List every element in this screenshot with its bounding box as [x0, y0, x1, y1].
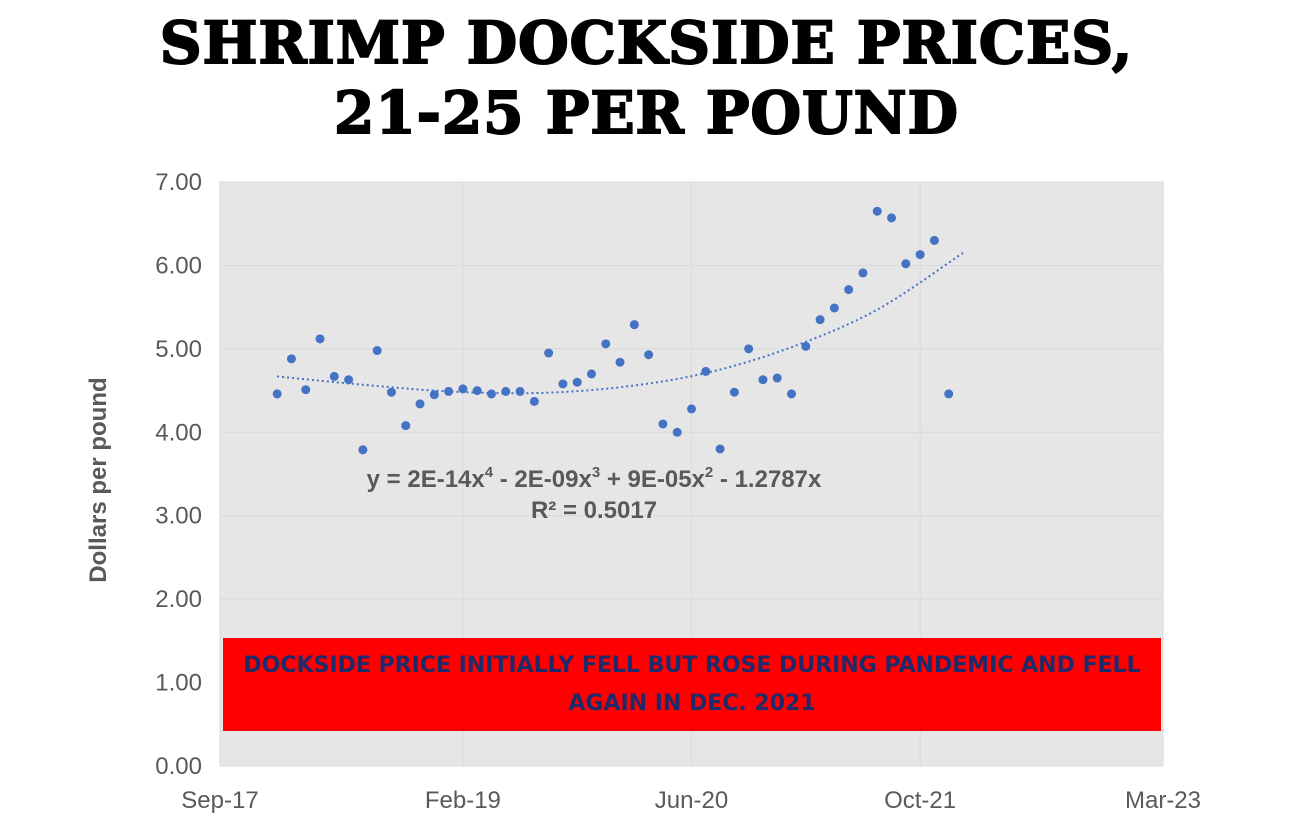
y-tick-label: 1.00: [155, 670, 202, 697]
chart-title: SHRIMP DOCKSIDE PRICES, 21-25 PER POUND: [0, 8, 1293, 148]
data-point: [872, 206, 882, 216]
data-point: [515, 386, 525, 396]
data-point: [901, 259, 911, 269]
data-point: [358, 445, 368, 455]
y-axis-label: Dollars per pound: [85, 377, 112, 582]
trendline-equation: y = 2E-14x4 - 2E-09x3 + 9E-05x2 - 1.2787…: [367, 464, 822, 493]
x-tick-label: Oct-21: [884, 787, 956, 814]
data-point: [858, 268, 868, 278]
y-tick-label: 0.00: [155, 753, 202, 780]
data-point: [486, 389, 496, 399]
y-tick-label: 6.00: [155, 252, 202, 279]
x-tick-label: Sep-17: [181, 787, 258, 814]
data-point: [444, 386, 454, 396]
y-tick-label: 4.00: [155, 419, 202, 446]
data-point: [544, 348, 554, 358]
data-point: [501, 386, 511, 396]
data-point: [558, 379, 568, 389]
data-point: [586, 369, 596, 379]
data-point: [815, 315, 825, 325]
data-point: [787, 389, 797, 399]
x-tick-label: Mar-23: [1125, 787, 1201, 814]
data-point: [401, 421, 411, 431]
y-tick-label: 7.00: [155, 169, 202, 196]
data-point: [458, 384, 468, 394]
data-point: [329, 371, 339, 381]
data-point: [629, 320, 639, 330]
data-point: [344, 375, 354, 385]
data-point: [887, 213, 897, 223]
data-point: [386, 387, 396, 397]
data-point: [658, 419, 668, 429]
data-point: [687, 404, 696, 414]
data-point: [844, 285, 854, 295]
annotation-banner: DOCKSIDE PRICE INITIALLY FELL BUT ROSE D…: [223, 638, 1161, 731]
data-point: [301, 385, 311, 395]
y-tick-label: 2.00: [155, 586, 202, 613]
data-point: [929, 235, 939, 245]
data-point: [672, 427, 682, 437]
data-point: [415, 399, 425, 409]
data-point: [429, 390, 439, 400]
data-point: [272, 389, 282, 399]
data-points: [272, 206, 954, 455]
data-point: [615, 357, 625, 367]
data-point: [758, 375, 768, 385]
chart-title-line-1: SHRIMP DOCKSIDE PRICES,: [159, 8, 1134, 78]
chart-title-line-2: 21-25 PER POUND: [333, 78, 959, 148]
data-point: [529, 396, 539, 406]
data-point: [372, 346, 382, 356]
data-point: [744, 344, 754, 354]
data-point: [572, 377, 582, 387]
y-tick-label: 5.00: [155, 336, 202, 363]
data-point: [701, 366, 711, 376]
x-tick-label: Jun-20: [655, 787, 728, 814]
data-point: [315, 334, 325, 344]
data-point: [944, 389, 954, 399]
data-point: [729, 387, 739, 397]
x-axis-ticks: Sep-17 Feb-19 Jun-20 Oct-21 Mar-23: [181, 787, 1201, 814]
data-point: [286, 354, 296, 364]
data-point: [915, 250, 925, 260]
x-tick-label: Feb-19: [425, 787, 501, 814]
data-point: [601, 339, 611, 349]
y-tick-label: 3.00: [155, 503, 202, 530]
trendline-r-squared: R² = 0.5017: [531, 497, 657, 524]
y-axis-ticks: 0.00 1.00 2.00 3.00 4.00 5.00 6.00 7.00: [155, 169, 202, 780]
data-point: [801, 341, 811, 351]
data-point: [715, 444, 725, 454]
data-point: [829, 303, 839, 313]
data-point: [772, 373, 782, 383]
data-point: [472, 386, 482, 396]
data-point: [644, 350, 654, 360]
